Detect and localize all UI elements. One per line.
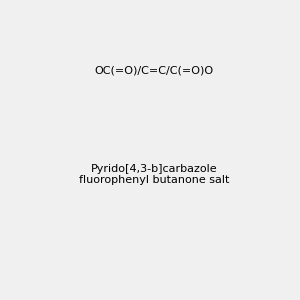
Text: Pyrido[4,3-b]carbazole
fluorophenyl butanone salt: Pyrido[4,3-b]carbazole fluorophenyl buta… [79,164,229,185]
Text: OC(=O)/C=C/C(=O)O: OC(=O)/C=C/C(=O)O [94,66,213,76]
